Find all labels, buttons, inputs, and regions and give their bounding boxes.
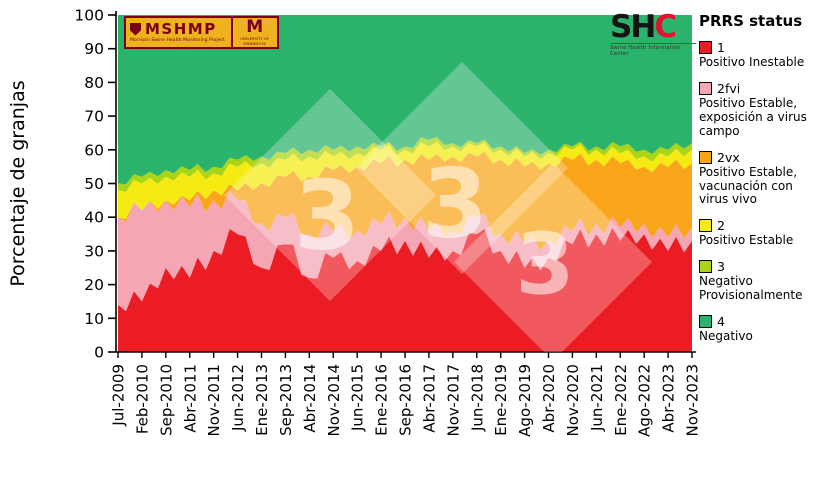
y-axis-title: Porcentaje de granjas [7,80,29,286]
x-tick-label: Nov-2023 [684,364,701,436]
legend-description: Positivo Inestable [699,55,805,69]
mshmp-subtitle: Morrison Swine Health Monitoring Project [130,38,225,43]
mshmp-logo-box: MSHMP Morrison Swine Health Monitoring P… [124,16,233,49]
y-tick-label: 70 [84,108,104,126]
legend-description: Negativo Provisionalmente [699,274,803,303]
y-tick-label: 10 [84,310,104,328]
x-tick-label: Sep-2013 [277,364,295,436]
shic-logo: SHC Swine Health Information Center [610,12,696,57]
x-tick-label: Nov-2020 [564,364,582,436]
series-areas [118,15,692,352]
legend-description: Negativo [699,329,753,344]
x-tick-label: Jun-2021 [588,364,606,432]
umn-block-m-icon: M [246,17,264,37]
area-2 [118,142,692,219]
shic-sh-text: SH [610,9,656,45]
x-tick-label: Jul-2009 [110,364,128,427]
shic-caption: Swine Health Information Center [610,43,696,57]
legend-description: Positivo Estable, exposición a virus cam… [699,95,807,138]
legend-code: 2 [717,218,725,234]
area-4 [118,15,692,185]
x-tick-label: Abr-2023 [660,364,678,433]
shic-wordmark: SHC [610,12,696,43]
legend-swatch-positivo-estable [699,219,712,233]
legend-item-1: 1 Positivo Inestable [699,40,817,70]
area-3 [118,137,692,192]
legend-description: Positivo Estable [699,233,794,248]
legend-swatch-estable-virus-campo [699,81,712,95]
x-tick-label: Abr-2011 [181,364,199,433]
legend-swatch-positivo-inestable [699,41,712,54]
x-tick-label: Sep-2016 [397,364,415,436]
x-tick-label: Nov-2011 [205,364,223,436]
area-2vx [118,151,692,251]
y-tick-label: 80 [84,74,104,92]
legend-code: 3 [717,259,725,275]
x-tick-label: Abr-2017 [420,364,438,433]
legend-code: 1 [717,40,725,55]
y-tick-label: 90 [84,40,104,58]
x-tick-label: Ago-2019 [516,364,534,437]
legend-item-4: 4 Negativo [699,314,817,344]
y-tick-label: 20 [84,276,104,294]
y-tick-label: 0 [94,344,104,362]
legend-item-2fvi: 2fvi Positivo Estable, exposición a viru… [699,81,817,139]
legend-title: PRRS status [699,12,803,30]
prrs-stacked-area-chart: 0 10 20 30 40 50 60 70 80 90 100 Jul-2009 Feb-2010 Se… [7,7,701,437]
x-tick-label: Ene-2019 [492,364,510,436]
mshmp-logo: MSHMP Morrison Swine Health Monitoring P… [124,16,279,49]
legend-swatch-negativo [699,315,712,329]
x-tick-label: Nov-2014 [325,364,343,436]
x-tick-label: Abr-2020 [540,364,558,433]
y-tick-label: 30 [84,242,104,260]
y-tick-label: 100 [74,7,104,25]
legend-code: 2vx [717,149,740,165]
legend-item-3: 3 Negativo Provisionalmente [699,259,817,303]
y-tick-label: 60 [84,141,104,159]
y-ticks: 0 10 20 30 40 50 60 70 80 90 100 [74,7,116,362]
legend-code: 4 [717,314,725,330]
axes [115,11,696,353]
x-tick-label: Nov-2017 [444,364,462,436]
x-tick-label: Sep-2010 [157,364,175,436]
x-tick-label: Jun-2015 [349,364,367,432]
x-tick-label: Ene-2022 [612,364,630,436]
x-tick-label: Feb-2010 [133,364,151,434]
mshmp-title: MSHMP [145,20,217,38]
x-tick-label: Abr-2014 [301,364,319,433]
umn-caption: UNIVERSITY OF MINNESOTA [240,36,270,46]
legend-item-2vx: 2vx Positivo Estable, vacunación con vir… [699,150,817,208]
x-ticks: Jul-2009 Feb-2010 Sep-2010 Abr-2011 Nov-2011… [110,352,701,437]
legend-swatch-negativo-provisional [699,260,712,274]
legend-code: 2fvi [717,80,741,96]
x-tick-label: Jun-2012 [229,364,247,432]
area-1 [118,227,692,352]
legend-description: Positivo Estable, vacunación con virus v… [699,164,798,207]
mshmp-crest-icon [130,22,141,36]
legend-item-2: 2 Positivo Estable [699,218,817,248]
x-tick-label: Ago-2022 [636,364,654,437]
x-tick-label: Ene-2013 [253,364,271,436]
y-tick-label: 40 [84,209,104,227]
y-tick-label: 50 [84,175,104,193]
shic-c-icon: C [654,9,677,45]
prrs-status-legend: PRRS status 1 Positivo Inestable 2fvi Po… [699,12,817,355]
x-tick-label: Jun-2018 [468,364,486,432]
umn-logo: M UNIVERSITY OF MINNESOTA [232,16,279,49]
x-tick-label: Ene-2016 [373,364,391,436]
legend-swatch-estable-vacunacion [699,150,712,164]
